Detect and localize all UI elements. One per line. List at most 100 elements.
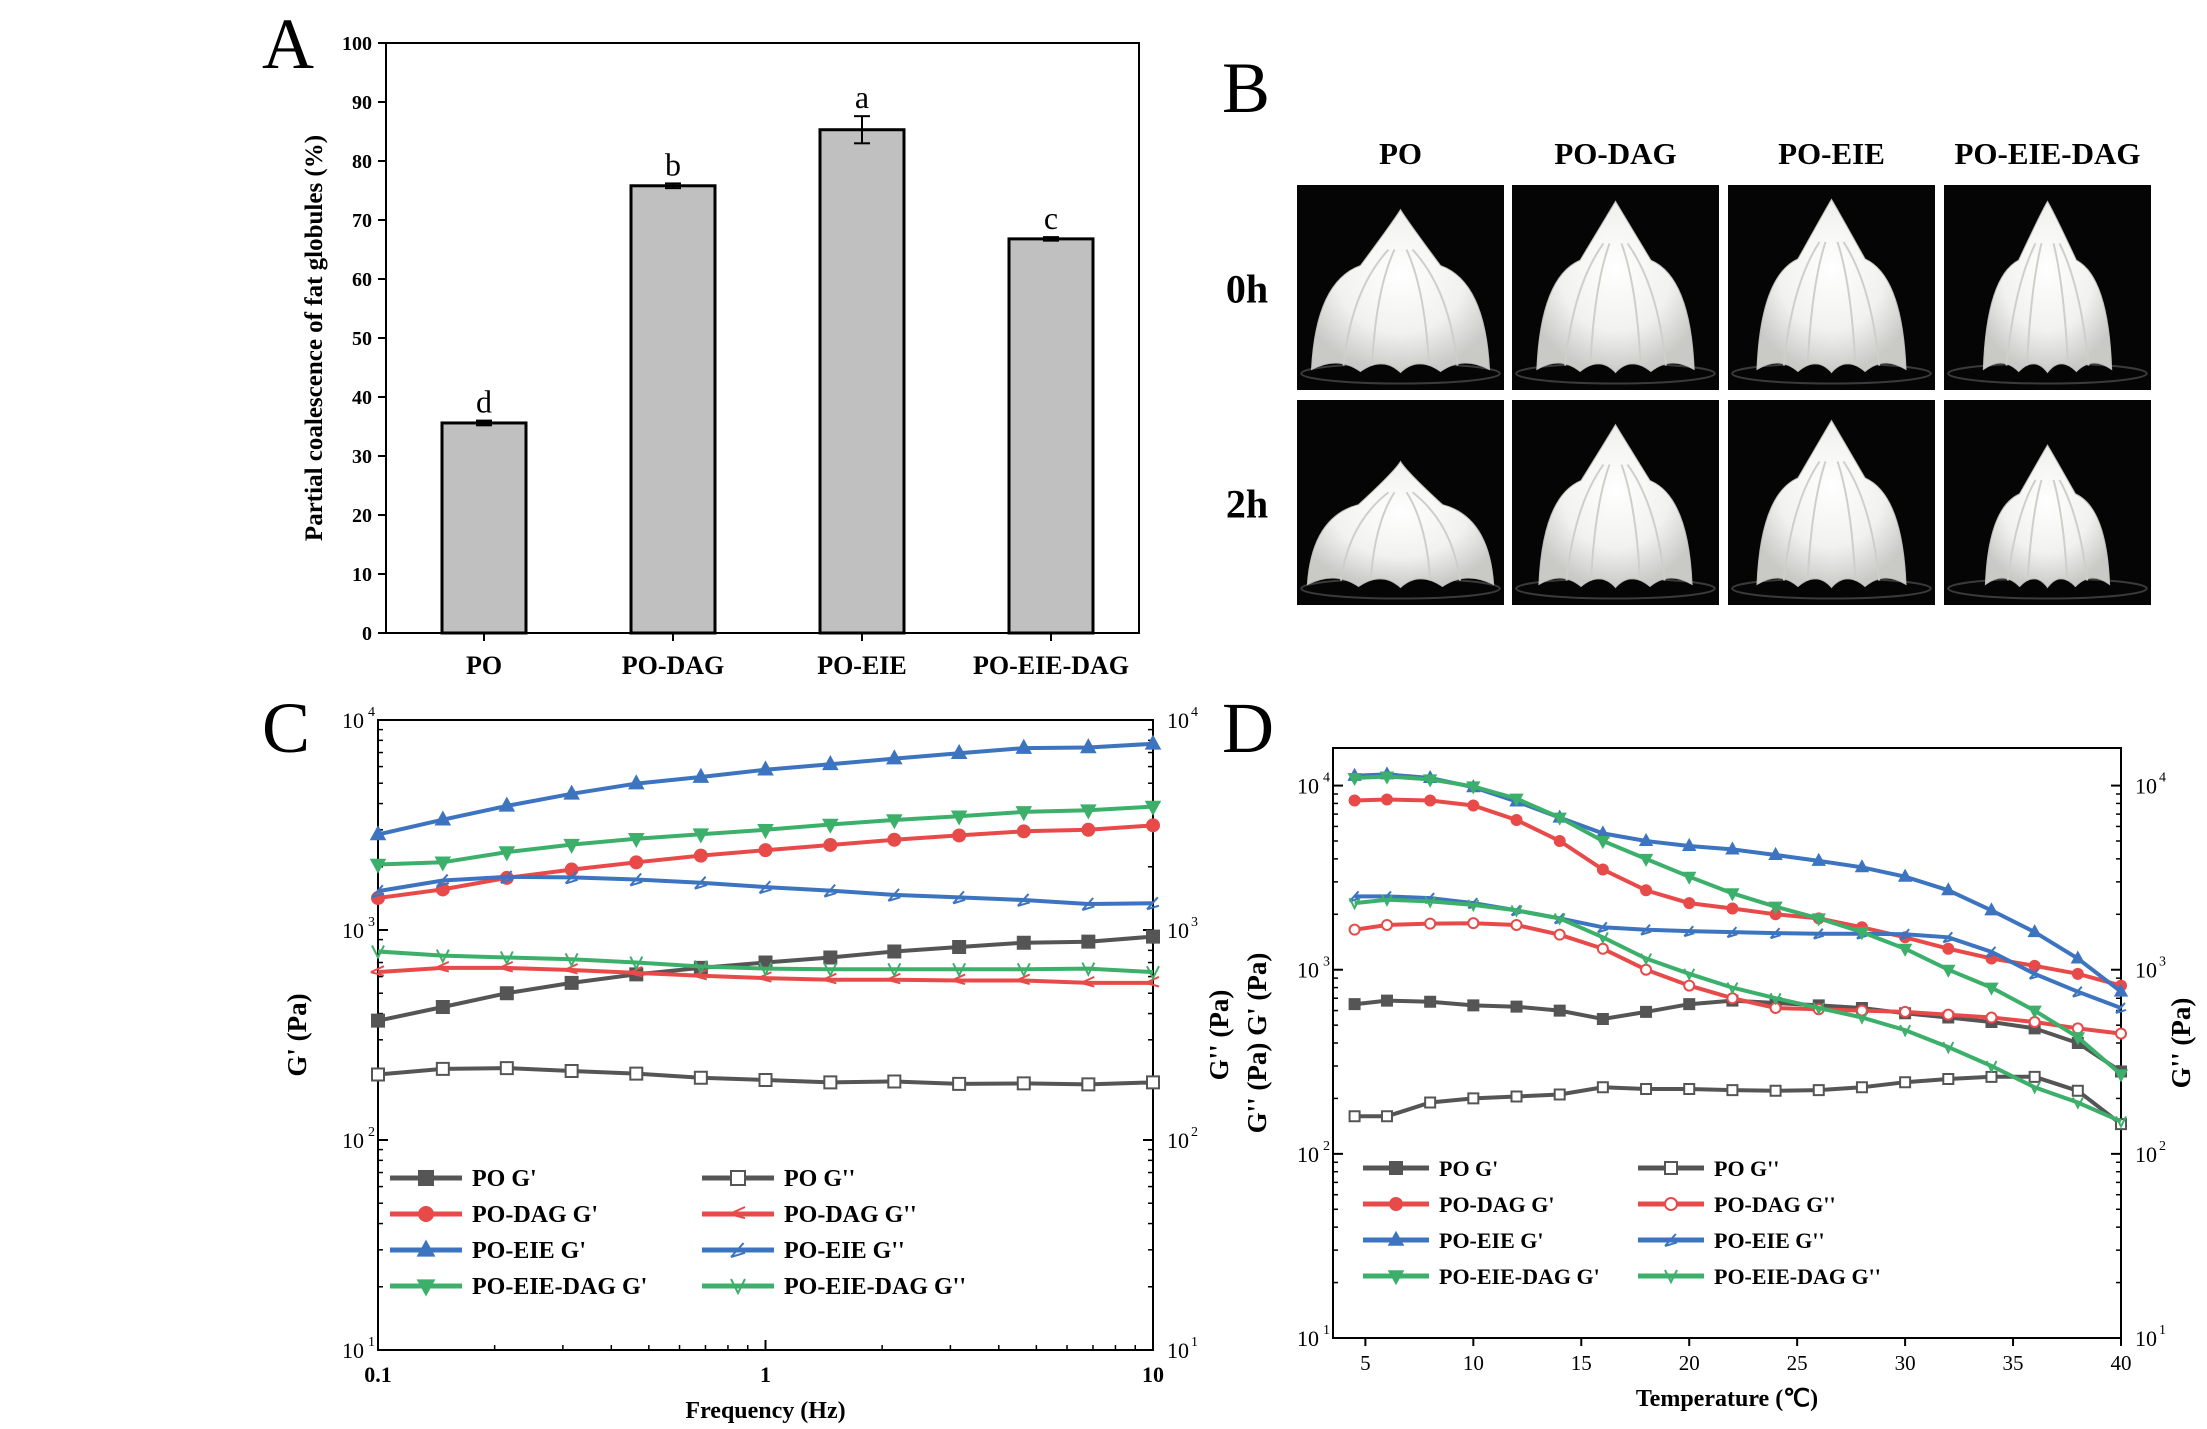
cream-fold [1626,463,1666,581]
y-tick-label-right: 10 [1167,918,1189,943]
data-point [1984,902,1999,916]
data-point [1387,1230,1405,1246]
cream-fold [1836,461,1857,581]
data-point [1683,998,1696,1011]
data-point [1855,1081,1868,1094]
cream-fold [1411,491,1462,581]
legend-label: PO-EIE-DAG G'' [1714,1264,1881,1289]
data-point [1467,999,1480,1012]
data-point [1080,975,1095,988]
y-tick-label: 20 [352,505,372,527]
data-point [758,880,772,895]
data-point [1942,942,1955,955]
cream-fold [1620,464,1642,581]
data-point [1553,912,1566,926]
legend-label: PO-DAG G'' [784,1202,917,1228]
data-point [2027,924,2042,938]
data-point [1146,965,1160,981]
data-point [564,1064,579,1079]
data-point [1467,1092,1480,1105]
x-tick-label: PO-EIE-DAG [973,651,1129,680]
data-point [499,986,514,1001]
data-point [730,1242,746,1258]
data-point [1811,852,1826,866]
data-point [1941,882,1956,896]
y-tick-label-left: 10 [342,708,364,733]
whipped-cream-image [1538,423,1693,589]
data-point [1769,992,1782,1006]
data-point [1769,927,1781,940]
cream-fold [1369,491,1396,581]
whipped-cream-image [1982,200,2113,374]
series-line [377,741,1154,837]
data-point [1080,738,1097,754]
x-tick-label: 20 [1679,1351,1700,1375]
y-axis-label-left: G' (Pa) [282,993,312,1076]
data-point [2070,950,2086,964]
y-tick-label: 90 [352,92,372,114]
y-tick-label: 100 [342,33,372,55]
y-tick-label-left: 10 [1297,1326,1319,1351]
legend-label: PO-EIE-DAG G' [472,1274,647,1300]
y-tick-label-left: 10 [1297,1142,1319,1167]
cream-fold [1782,460,1821,581]
x-tick-label: 10 [1142,1362,1164,1387]
data-point [435,999,450,1014]
significance-letter: b [665,146,681,182]
data-point [564,870,578,885]
photo-row-label: 2h [1226,482,1268,527]
data-point [1467,917,1480,930]
data-point [1467,799,1480,812]
data-point [1380,918,1393,931]
legend-label: PO G' [1439,1156,1498,1181]
data-point [1640,924,1652,936]
data-point [1640,1005,1653,1018]
y-tick-label-right: 10 [1167,1128,1189,1153]
data-point [629,872,643,887]
series-line [1354,921,2122,1036]
x-tick-label: 25 [1787,1351,1808,1375]
data-point [563,838,580,854]
y-tick-exponent-left: 4 [368,705,375,720]
photo-grid-panel-b: PO PO-DAG PO-EIE PO-EIE-DAG 0h 2h [1226,136,2151,605]
data-point [1664,1233,1678,1247]
data-point [1942,1041,1955,1055]
data-point [434,810,452,826]
data-point [1856,1012,1868,1025]
data-point [1015,738,1033,754]
data-point [1942,1073,1955,1085]
y-tick-label-right: 10 [1167,708,1189,733]
cream-fold [1806,461,1827,581]
data-point [1348,897,1361,911]
data-point [2113,1069,2129,1083]
y-tick-exponent-left: 3 [1323,955,1330,970]
data-point [1145,975,1160,988]
panel-label-a: A [262,4,314,84]
data-point [418,1206,434,1222]
data-point [564,975,579,990]
data-point [1081,962,1096,977]
data-point [1081,897,1095,911]
cream-fold [1339,491,1390,581]
data-point [886,749,903,765]
data-point [371,884,385,899]
data-point [1424,794,1437,807]
data-point [1812,1084,1825,1097]
data-point [693,848,708,863]
data-point [2028,1081,2041,1095]
y-axis-label: Partial coalescence of fat globules (%) [301,135,328,541]
whipped-cream-image [1756,419,1907,589]
series-line [1354,894,2122,1010]
data-point [416,1279,436,1297]
data-point [1664,1197,1678,1211]
data-point [1640,963,1653,976]
data-point [1985,1011,1998,1024]
data-point [1726,982,1739,995]
data-point [1146,818,1160,833]
y-tick-exponent-right: 2 [2159,1139,2166,1154]
y-axis-label-right: G'' (Pa) [2166,998,2196,1089]
cream-fold [1782,241,1821,366]
data-point [730,1278,746,1296]
cream-fold [1342,248,1390,366]
data-point [952,962,967,978]
